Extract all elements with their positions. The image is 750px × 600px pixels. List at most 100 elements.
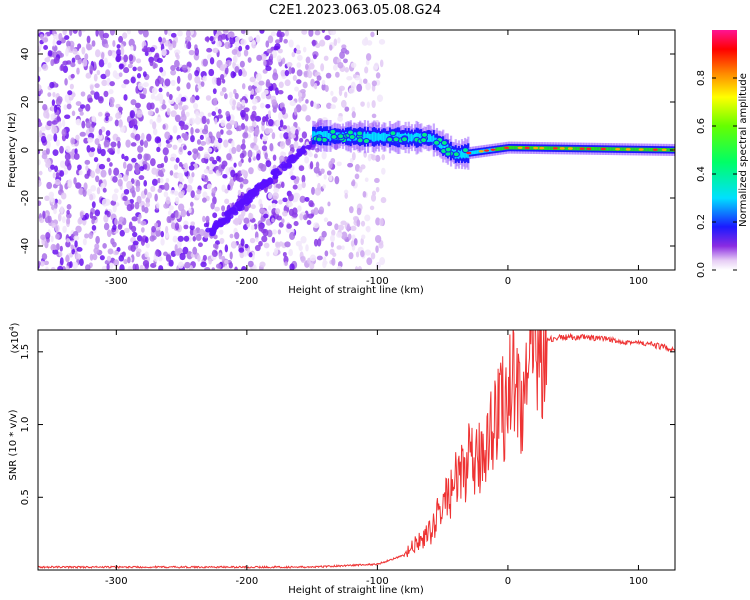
heatmap-speckle: [302, 46, 307, 53]
heatmap-speckle: [42, 210, 46, 220]
heatmap-speckle: [325, 72, 332, 79]
heatmap-speckle: [205, 195, 210, 202]
heatmap-band-inner: [620, 147, 623, 152]
heatmap-band-inner: [431, 136, 434, 142]
heatmap-speckle: [335, 71, 340, 78]
heatmap-speckle: [252, 105, 257, 111]
heatmap-speckle: [119, 264, 125, 270]
heatmap-speckle: [329, 248, 335, 255]
heatmap-band-inner: [592, 147, 595, 151]
heatmap-trend-blob: [278, 163, 286, 169]
heatmap-speckle: [52, 33, 58, 40]
heatmap-speckle: [117, 178, 123, 187]
heatmap-speckle: [143, 140, 149, 148]
heatmap-speckle: [301, 104, 307, 112]
heatmap-speckle: [151, 178, 158, 186]
heatmap-speckle: [287, 94, 293, 101]
heatmap-speckle: [197, 254, 201, 262]
heatmap-speckle: [75, 253, 82, 260]
heatmap-speckle: [323, 55, 329, 61]
heatmap-speckle: [314, 30, 321, 36]
heatmap-speckle: [284, 79, 291, 87]
heatmap-speckle: [263, 213, 269, 219]
heatmap-speckle: [247, 149, 253, 158]
heatmap-speckle: [258, 80, 265, 86]
heatmap-speckle: [107, 62, 112, 69]
heatmap-speckle: [222, 30, 229, 34]
heatmap-speckle: [102, 32, 110, 39]
heatmap-peak-dot: [517, 146, 523, 149]
heatmap-speckle: [51, 99, 56, 106]
heatmap-speckle: [64, 152, 71, 161]
heatmap-speckle: [370, 193, 377, 202]
heatmap-band-inner: [594, 147, 597, 151]
heatmap-speckle: [168, 210, 172, 216]
heatmap-speckle: [266, 251, 270, 257]
heatmap-speckle: [95, 168, 99, 174]
heatmap-speckle: [271, 199, 278, 205]
heatmap-speckle: [168, 98, 175, 105]
heatmap-speckle: [149, 46, 156, 53]
heatmap-speckle: [165, 196, 171, 205]
heatmap-speckle: [59, 206, 64, 215]
heatmap-speckle: [241, 99, 246, 106]
heatmap-speckle: [163, 203, 169, 209]
heatmap-speckle: [150, 93, 155, 100]
heatmap-speckle: [170, 79, 176, 87]
heatmap-speckle: [109, 262, 114, 269]
heatmap-speckle: [273, 247, 279, 256]
heatmap-speckle: [116, 136, 121, 143]
heatmap-speckle: [122, 32, 128, 39]
heatmap-speckle: [248, 212, 254, 220]
heatmap-band-inner: [648, 147, 652, 152]
heatmap-speckle: [267, 118, 274, 127]
heatmap-speckle: [117, 224, 123, 230]
heatmap-speckle: [98, 163, 106, 170]
heatmap-speckle: [70, 62, 76, 68]
heatmap-speckle: [221, 87, 227, 93]
heatmap-speckle: [123, 227, 130, 234]
heatmap-speckle: [243, 250, 248, 257]
heatmap-signal-blob: [392, 136, 400, 143]
heatmap-speckle: [248, 157, 252, 163]
heatmap-speckle: [297, 183, 303, 191]
heatmap-speckle: [42, 37, 49, 43]
heatmap-speckle: [118, 119, 123, 128]
heatmap-speckle: [163, 191, 169, 198]
heatmap-speckle: [164, 40, 171, 47]
heatmap-speckle: [195, 233, 202, 242]
heatmap-band-inner: [515, 145, 518, 150]
heatmap-speckle: [116, 44, 121, 49]
heatmap-speckle: [216, 131, 221, 139]
heatmap-speckle: [113, 259, 120, 267]
heatmap-speckle: [114, 119, 120, 127]
heatmap-speckle: [75, 225, 82, 233]
heatmap-speckle: [244, 98, 249, 104]
heatmap-speckle: [94, 83, 100, 89]
heatmap-speckle: [272, 192, 279, 200]
heatmap-signal-blob: [356, 130, 364, 137]
heatmap-speckle: [347, 162, 354, 168]
heatmap-speckle: [201, 115, 207, 125]
heatmap-speckle: [174, 244, 178, 252]
heatmap-speckle: [265, 40, 270, 48]
heatmap-speckle: [128, 38, 135, 47]
heatmap-speckle: [79, 211, 84, 219]
heatmap-speckle: [115, 53, 122, 63]
heatmap-speckle: [141, 205, 145, 213]
heatmap-speckle: [45, 161, 51, 168]
heatmap-speckle: [132, 66, 137, 72]
heatmap-speckle: [375, 154, 381, 163]
heatmap-speckle: [69, 83, 74, 90]
heatmap-speckle: [170, 213, 176, 219]
heatmap-speckle: [304, 196, 310, 202]
heatmap-band-inner: [597, 147, 600, 151]
heatmap-speckle: [106, 157, 111, 163]
heatmap-band-inner: [489, 148, 492, 152]
heatmap-speckle: [271, 99, 278, 106]
x-tick-label: -300: [105, 276, 128, 287]
heatmap-speckle: [79, 111, 84, 116]
heatmap-speckle: [178, 191, 185, 199]
heatmap-speckle: [155, 228, 161, 237]
